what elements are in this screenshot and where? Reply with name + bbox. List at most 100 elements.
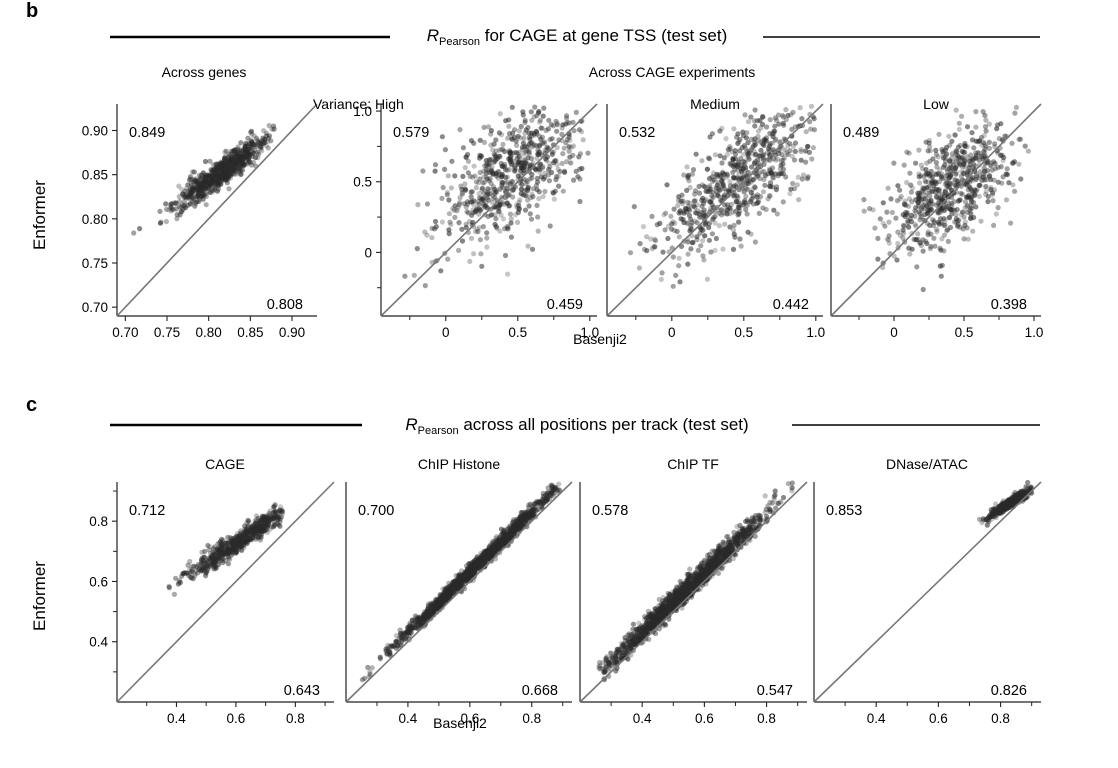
data-point xyxy=(936,210,942,216)
data-point xyxy=(406,623,412,629)
scatter-panel-title: ChIP TF xyxy=(667,456,719,472)
data-point xyxy=(573,168,579,174)
data-point xyxy=(272,509,278,515)
data-point xyxy=(875,256,881,262)
data-point xyxy=(956,120,962,126)
data-point xyxy=(692,204,698,210)
data-point xyxy=(203,202,209,208)
data-point xyxy=(668,213,674,219)
data-point xyxy=(534,202,540,208)
data-point xyxy=(961,214,967,220)
data-point xyxy=(900,222,907,228)
data-point xyxy=(744,202,750,208)
data-point xyxy=(994,122,1001,128)
y-tick-label: 0.85 xyxy=(82,168,108,183)
scatter-panel-title: CAGE xyxy=(205,456,245,472)
data-point xyxy=(973,124,979,130)
data-point xyxy=(897,232,904,238)
data-point xyxy=(210,552,216,558)
data-point xyxy=(231,155,237,162)
data-point xyxy=(912,213,918,219)
data-point xyxy=(235,144,241,150)
enformer-r-label: 0.712 xyxy=(129,503,165,519)
data-point xyxy=(163,206,170,212)
data-point xyxy=(662,227,668,233)
data-point xyxy=(191,177,198,183)
data-point xyxy=(995,205,1001,211)
data-point xyxy=(530,194,536,200)
data-point xyxy=(271,126,277,132)
data-point xyxy=(1012,110,1018,116)
data-point xyxy=(492,545,498,551)
data-point xyxy=(253,513,259,519)
data-point xyxy=(665,235,671,242)
data-point xyxy=(678,198,684,204)
data-point xyxy=(954,223,961,229)
x-tick-label: 0 xyxy=(890,325,898,340)
data-point xyxy=(965,236,971,242)
data-point xyxy=(222,155,228,161)
basenji2-r-label: 0.442 xyxy=(773,297,809,313)
data-point xyxy=(976,182,982,188)
data-point xyxy=(939,146,945,153)
data-point xyxy=(246,160,252,166)
data-point xyxy=(158,219,164,225)
data-point xyxy=(383,646,389,652)
data-point xyxy=(927,158,933,164)
data-point xyxy=(519,182,525,188)
data-point xyxy=(251,133,257,139)
data-point xyxy=(678,210,684,216)
data-point xyxy=(566,144,572,150)
data-point xyxy=(214,180,220,186)
data-point xyxy=(201,182,207,188)
data-point xyxy=(259,524,266,530)
data-point xyxy=(249,131,255,137)
data-point xyxy=(758,139,764,145)
data-point xyxy=(495,208,501,214)
data-point xyxy=(722,221,728,227)
data-point xyxy=(369,665,375,671)
data-point xyxy=(935,154,941,160)
data-point xyxy=(965,187,971,193)
data-point xyxy=(188,194,194,200)
data-point xyxy=(223,161,229,167)
data-point xyxy=(488,142,494,148)
data-point xyxy=(187,201,194,207)
data-point xyxy=(462,165,468,171)
data-point xyxy=(214,556,220,562)
data-point xyxy=(459,238,466,244)
data-point xyxy=(448,185,454,191)
scatter-panel-title: Low xyxy=(923,96,950,112)
data-point xyxy=(443,587,450,594)
data-point xyxy=(928,200,934,206)
data-point xyxy=(636,265,643,271)
data-point xyxy=(731,126,737,132)
data-point xyxy=(995,179,1001,185)
data-point xyxy=(484,244,490,250)
data-point xyxy=(931,183,937,189)
data-point xyxy=(445,173,451,179)
data-point xyxy=(513,166,519,172)
data-point xyxy=(708,249,714,255)
data-point xyxy=(753,141,759,147)
data-point xyxy=(473,185,479,191)
data-point xyxy=(544,490,551,496)
enformer-r-label: 0.579 xyxy=(393,125,429,141)
data-point xyxy=(969,199,975,205)
data-point xyxy=(452,214,458,220)
data-point xyxy=(465,151,471,158)
data-point xyxy=(183,205,189,211)
scatter-panel-title: Medium xyxy=(690,96,740,112)
data-point xyxy=(983,128,989,134)
data-point xyxy=(492,221,498,227)
data-point xyxy=(719,160,725,166)
data-point xyxy=(797,105,803,111)
data-point xyxy=(922,196,929,202)
data-point xyxy=(415,202,421,208)
data-point xyxy=(537,166,543,173)
data-point xyxy=(522,193,528,199)
data-point xyxy=(700,195,706,201)
data-point xyxy=(724,211,730,217)
data-point xyxy=(920,286,926,293)
